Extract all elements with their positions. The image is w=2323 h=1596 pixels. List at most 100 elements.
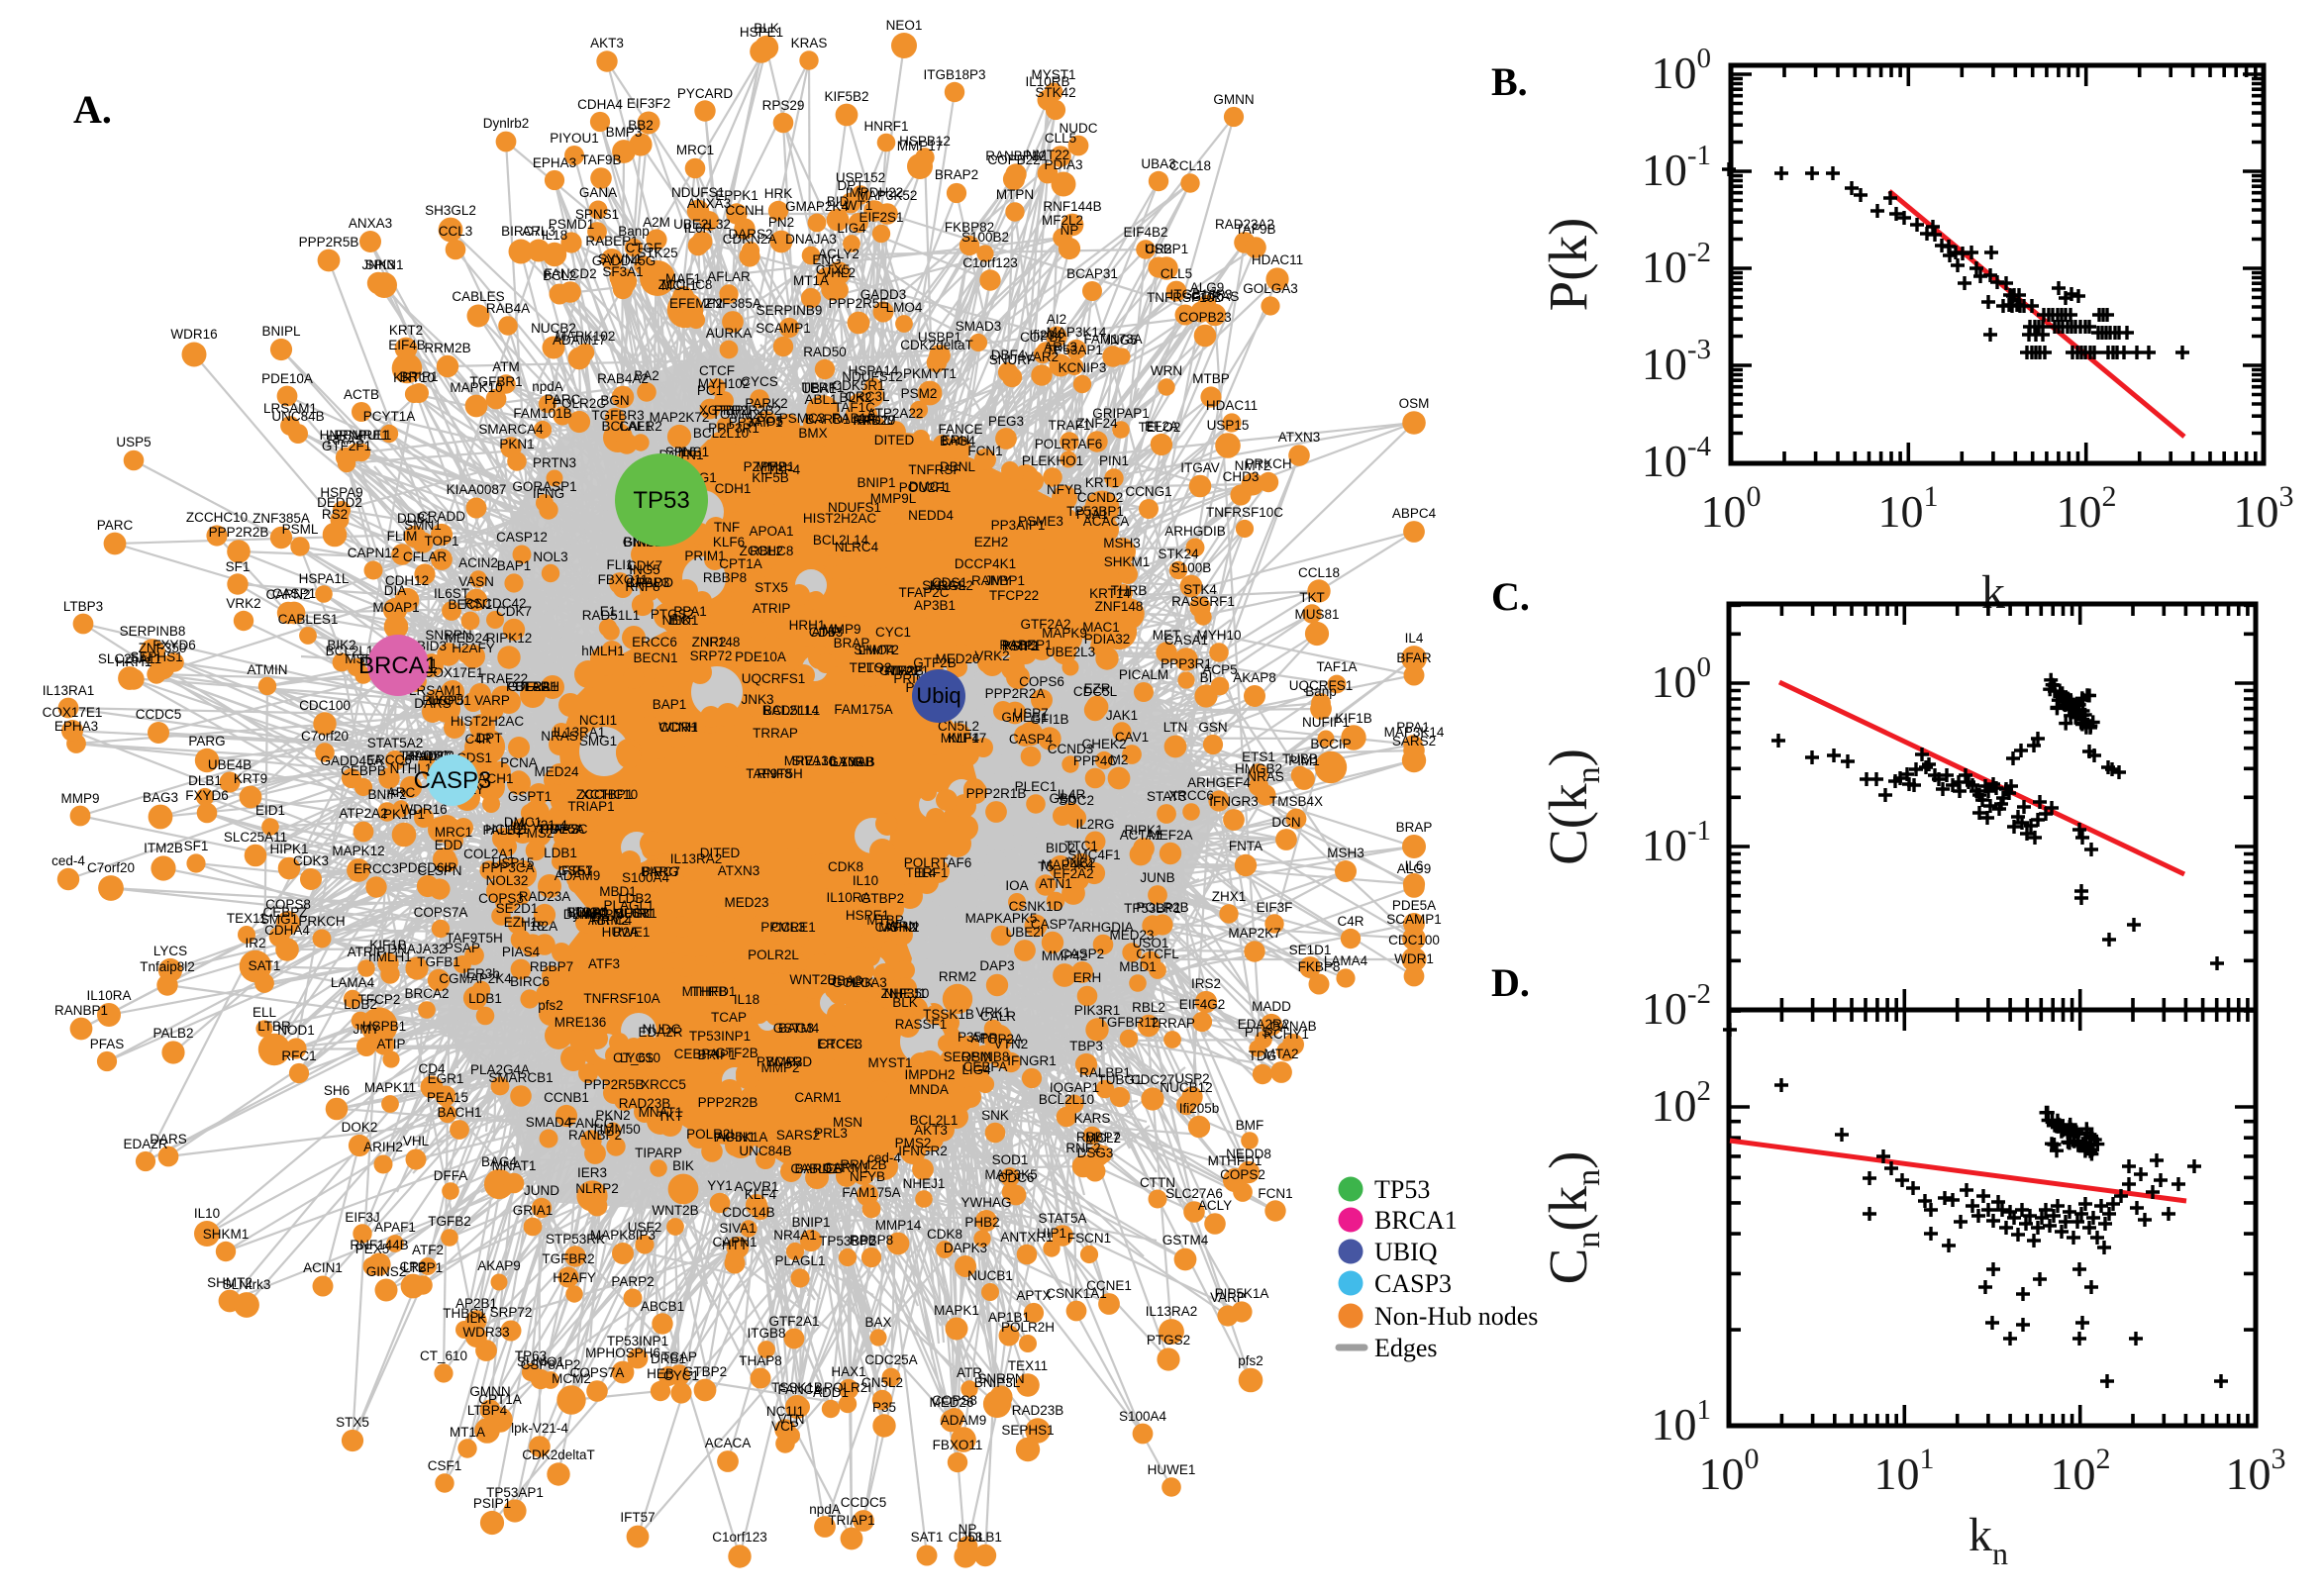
svg-text:GADD45G: GADD45G [592, 253, 656, 268]
svg-text:COL2A1: COL2A1 [463, 847, 515, 861]
svg-text:ABPC4: ABPC4 [588, 913, 633, 928]
svg-text:TFCP22: TFCP22 [989, 588, 1039, 603]
svg-text:EIF3F: EIF3F [1257, 900, 1293, 915]
svg-text:TFAP2C: TFAP2C [898, 585, 949, 600]
svg-text:HSPB12: HSPB12 [899, 134, 951, 149]
svg-text:GINS2: GINS2 [366, 1264, 407, 1279]
svg-text:VAR2: VAR2 [1025, 349, 1059, 364]
svg-text:TP53BP1: TP53BP1 [1066, 504, 1124, 519]
svg-text:ATF2: ATF2 [412, 1243, 444, 1257]
svg-text:RFC1: RFC1 [857, 413, 891, 428]
svg-text:RRM2: RRM2 [939, 969, 976, 984]
svg-text:MMP2: MMP2 [760, 1060, 799, 1075]
svg-text:PYCARD: PYCARD [757, 1054, 813, 1069]
svg-text:DARS: DARS [414, 696, 452, 711]
svg-text:CTX5: CTX5 [816, 262, 851, 277]
svg-text:100: 100 [1699, 1443, 1760, 1499]
svg-text:LMO4: LMO4 [858, 643, 895, 657]
svg-text:EDA2R2: EDA2R2 [1238, 1017, 1290, 1032]
svg-text:CARM1: CARM1 [794, 1090, 841, 1105]
svg-text:Ubiq: Ubiq [916, 683, 960, 708]
svg-text:MYH10: MYH10 [1196, 628, 1241, 643]
svg-text:BID2: BID2 [1046, 841, 1075, 855]
svg-text:C7orf20: C7orf20 [87, 860, 135, 875]
svg-text:PDIA3: PDIA3 [1044, 157, 1082, 172]
svg-text:LTBP4: LTBP4 [467, 1403, 508, 1418]
svg-text:FSCN1: FSCN1 [1067, 1231, 1111, 1246]
svg-text:LDB2: LDB2 [618, 891, 652, 906]
svg-text:B.: B. [1491, 59, 1528, 104]
svg-text:CRADD: CRADD [418, 509, 465, 524]
svg-text:DCCP4K1: DCCP4K1 [955, 556, 1016, 571]
svg-text:S100A4: S100A4 [1119, 1409, 1167, 1424]
svg-text:MNDA: MNDA [909, 1082, 949, 1097]
svg-text:EIF2S1: EIF2S1 [858, 210, 903, 225]
svg-text:USF2: USF2 [628, 1220, 662, 1235]
svg-text:HTT: HTT [722, 1238, 748, 1252]
svg-text:CDC100: CDC100 [299, 698, 351, 713]
svg-text:CCNH: CCNH [659, 720, 698, 735]
svg-text:MAPK1: MAPK1 [934, 1303, 979, 1318]
svg-text:PEA15: PEA15 [427, 1090, 468, 1105]
svg-text:ANTXR1: ANTXR1 [1000, 1230, 1053, 1245]
svg-text:lpk-V21-4: lpk-V21-4 [511, 1421, 568, 1436]
svg-text:CEBPB: CEBPB [341, 763, 386, 778]
svg-text:JMY: JMY [354, 1022, 380, 1037]
svg-text:RANBP2: RANBP2 [568, 1128, 622, 1143]
svg-text:CSP8AP2: CSP8AP2 [521, 1357, 581, 1372]
svg-text:SCAMP1: SCAMP1 [1386, 912, 1442, 927]
svg-text:ARL3: ARL3 [522, 224, 556, 239]
svg-text:ERCC3: ERCC3 [817, 1037, 862, 1051]
svg-text:RNF144B: RNF144B [1043, 199, 1101, 214]
svg-text:TNFRSF10D: TNFRSF10D [1147, 290, 1224, 305]
svg-text:POLR2I: POLR2I [824, 1380, 871, 1395]
svg-text:ANXA3: ANXA3 [687, 196, 731, 211]
svg-text:TELO2: TELO2 [850, 660, 892, 675]
svg-text:PIYOU1: PIYOU1 [422, 693, 471, 708]
svg-text:AP2B1: AP2B1 [455, 1296, 497, 1311]
svg-text:TKT: TKT [1299, 590, 1325, 605]
svg-text:RNF144B: RNF144B [350, 1238, 408, 1252]
svg-text:CEBPA: CEBPA [674, 1047, 719, 1061]
svg-text:SERPINB8: SERPINB8 [944, 1049, 1010, 1064]
svg-text:IFT57: IFT57 [620, 1510, 655, 1525]
svg-text:R2A: R2A [532, 919, 557, 934]
svg-text:SNRPN: SNRPN [977, 1371, 1024, 1386]
svg-text:GSPT1: GSPT1 [508, 789, 552, 804]
svg-text:MYST1: MYST1 [867, 1055, 912, 1070]
svg-text:AKT3: AKT3 [914, 1123, 948, 1138]
svg-text:TKT: TKT [657, 1109, 683, 1124]
svg-text:Banp: Banp [618, 224, 650, 239]
svg-text:MSH3: MSH3 [1327, 846, 1364, 860]
svg-text:IRS2: IRS2 [1191, 976, 1221, 991]
svg-text:PDIA32: PDIA32 [1084, 632, 1131, 647]
svg-text:AP1B1: AP1B1 [988, 1310, 1030, 1325]
svg-text:PPA1: PPA1 [1396, 720, 1430, 735]
svg-text:SERPINB9: SERPINB9 [757, 303, 823, 318]
svg-text:BECN1: BECN1 [448, 597, 492, 612]
svg-text:RANBP1: RANBP1 [54, 1003, 108, 1018]
svg-text:PK1P1: PK1P1 [383, 807, 425, 822]
svg-text:CABLES: CABLES [452, 289, 504, 304]
svg-text:ATRIP: ATRIP [348, 945, 386, 959]
svg-text:ATXN3: ATXN3 [718, 863, 760, 878]
svg-text:CDK5R1: CDK5R1 [832, 378, 884, 393]
svg-text:CTCFL: CTCFL [1136, 947, 1179, 961]
svg-text:ARC: ARC [387, 785, 416, 800]
svg-text:MED24: MED24 [445, 631, 490, 646]
svg-text:CLL5: CLL5 [1161, 266, 1192, 281]
svg-text:ARIH2: ARIH2 [363, 1140, 403, 1154]
svg-text:IFNG: IFNG [533, 486, 564, 501]
svg-text:TRIAP1: TRIAP1 [567, 799, 614, 814]
svg-text:CASA1: CASA1 [1164, 633, 1208, 648]
svg-text:WDR16: WDR16 [400, 802, 447, 817]
svg-text:Dynlrb2: Dynlrb2 [483, 116, 530, 131]
svg-text:PCYT1A: PCYT1A [363, 409, 416, 424]
svg-text:RANBP12: RANBP12 [985, 149, 1047, 163]
svg-text:DCN: DCN [1271, 815, 1300, 830]
svg-text:TRIAP1: TRIAP1 [828, 1513, 874, 1528]
svg-text:NC1I1: NC1I1 [766, 1404, 804, 1419]
svg-text:TELO2: TELO2 [1139, 420, 1181, 435]
svg-text:Banp: Banp [1305, 684, 1337, 699]
svg-text:SUMO1: SUMO1 [517, 1354, 564, 1369]
